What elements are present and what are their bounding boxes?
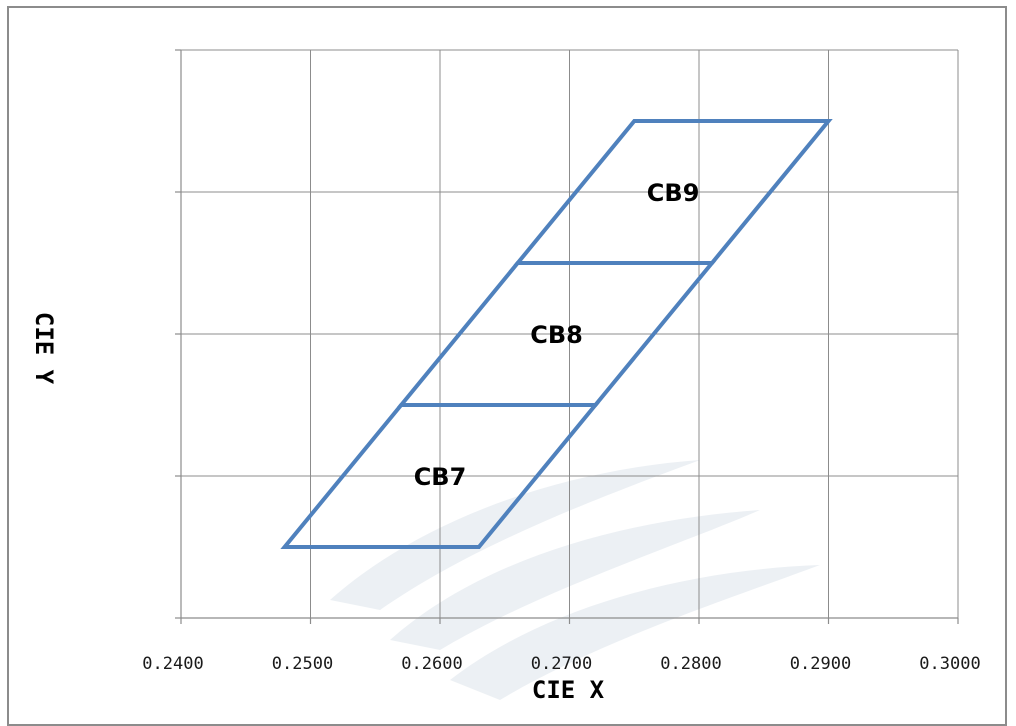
bin-region-cb9 [513,119,833,265]
bin-label-cb7: CB7 [414,463,467,491]
bin-regions [280,119,833,549]
x-tick-labels: 0.2400 0.2500 0.2600 0.2700 0.2800 0.2900 0.30… [142,654,980,674]
x-tick-label: 0.3000 [919,654,980,674]
x-tick-label: 0.2600 [401,654,462,674]
x-tick-label: 0.2400 [142,654,203,674]
x-axis-title: CIE X [532,676,605,704]
axes [175,49,959,624]
bin-label-cb9: CB9 [647,179,700,207]
x-tick-label: 0.2800 [660,654,721,674]
x-tick-label: 0.2500 [272,654,333,674]
watermark-logo [330,460,820,700]
bin-region-labels: CB7 CB8 CB9 [414,179,700,491]
x-tick-label: 0.2700 [531,654,592,674]
bin-label-cb8: CB8 [530,321,583,349]
y-axis-title: CIE Y [30,312,58,385]
x-tick-label: 0.2900 [790,654,851,674]
